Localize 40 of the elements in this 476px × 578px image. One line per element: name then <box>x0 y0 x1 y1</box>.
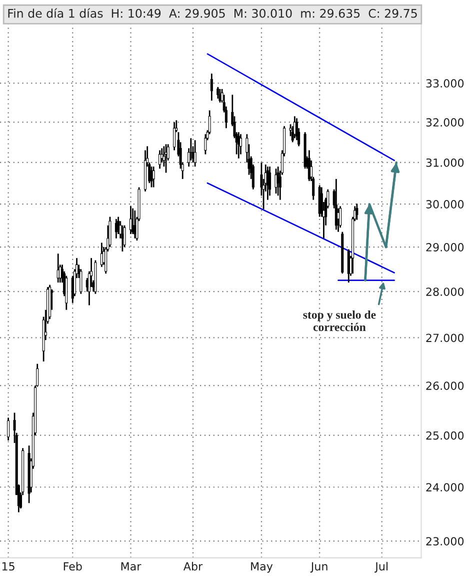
x-tick-label: Jun <box>310 562 328 573</box>
candlestick <box>274 168 278 194</box>
y-tick-label: 27.000 <box>426 334 464 342</box>
x-tick-label: Jul <box>374 562 388 573</box>
y-tick-label: 32.000 <box>426 118 464 127</box>
y-tick-label: 23.000 <box>426 537 464 546</box>
chart-title: Fin de día 1 días H: 10:49 A: 29.905 M: 30.010 m: 29.635 C: 29.75 <box>8 8 417 18</box>
annotation: stop y suelo de corrección <box>303 310 376 332</box>
x-tick-label: Feb <box>64 562 82 571</box>
candlestick <box>239 133 242 156</box>
x-tick-label: May <box>251 562 273 573</box>
candlestick <box>7 417 10 442</box>
candlestick <box>164 144 168 174</box>
candlestick <box>150 166 153 188</box>
candlestick <box>80 268 82 295</box>
y-tick-label: 26.000 <box>426 382 464 390</box>
candlestick <box>194 139 196 168</box>
x-tick-label: Mar <box>121 562 142 571</box>
y-tick-label: 28.000 <box>426 288 464 296</box>
candlestick <box>334 178 338 230</box>
candlestick <box>108 216 112 248</box>
candlestick <box>158 150 162 170</box>
x-tick-label: Abr <box>183 562 203 571</box>
y-tick-label: 33.000 <box>426 79 464 88</box>
candlestick <box>210 72 213 102</box>
y-tick-label: 24.000 <box>426 483 464 492</box>
x-tick-label: 15 <box>2 562 14 571</box>
candlestick <box>129 206 132 235</box>
candlestick <box>216 86 220 100</box>
y-tick-label: 30.000 <box>426 200 464 208</box>
y-tick-label: 25.000 <box>426 431 464 440</box>
candlestick <box>173 122 176 151</box>
y-tick-label: 29.000 <box>426 243 464 252</box>
y-tick-label: 31.000 <box>426 158 464 167</box>
candlestick <box>268 166 272 196</box>
candlestick <box>204 133 207 156</box>
candlestick <box>339 206 342 228</box>
candlestick <box>152 166 155 188</box>
candlestick <box>356 202 358 221</box>
candlestick <box>123 224 126 248</box>
